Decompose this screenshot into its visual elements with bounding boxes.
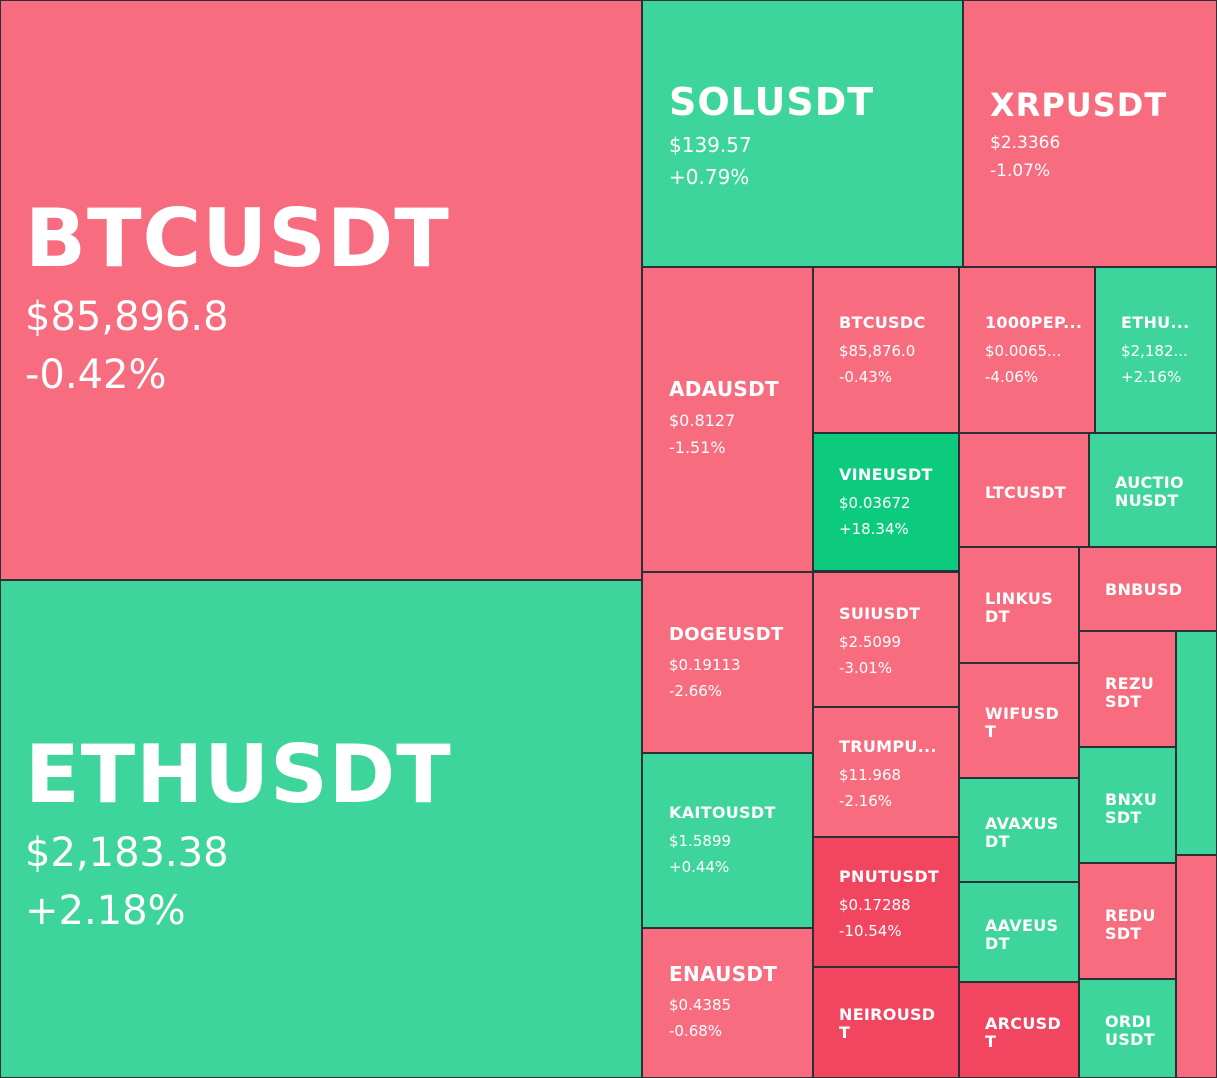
tile-ltcusdt[interactable]: LTCUSDT	[959, 433, 1089, 547]
tile-symbol: SOLUSDT	[669, 80, 875, 124]
tile-change: +2.18%	[25, 888, 186, 934]
tile-change: -1.51%	[669, 438, 726, 458]
tile-symbol: ARCUSD T	[985, 1014, 1062, 1052]
tile-price: $0.19113	[669, 655, 741, 674]
tile-solusdt[interactable]: SOLUSDT $139.57 +0.79%	[642, 0, 963, 267]
tile-symbol: LINKUS DT	[985, 589, 1053, 627]
tile-symbol: AUCTIO NUSDT	[1115, 473, 1184, 511]
tile-symbol: VINEUSDT	[839, 465, 933, 484]
tile-change: -2.66%	[669, 681, 723, 700]
tile-price: $0.8127	[669, 411, 736, 430]
tile-wifusdt[interactable]: WIFUSD T	[959, 663, 1079, 778]
tile-change: +0.44%	[669, 858, 730, 877]
tile-price: $0.17288	[839, 896, 911, 915]
tile-change: -3.01%	[839, 659, 893, 678]
tile-btcusdc[interactable]: BTCUSDC $85,876.0 -0.43%	[813, 267, 959, 433]
tile-adausdt[interactable]: ADAUSDT $0.8127 -1.51%	[642, 267, 813, 572]
tile-auctionusdt[interactable]: AUCTIO NUSDT	[1089, 433, 1217, 547]
tile-btcusdt[interactable]: BTCUSDT $85,896.8 -0.42%	[0, 0, 642, 580]
tile-change: -0.43%	[839, 368, 893, 387]
tile-unlabeled-16[interactable]	[1176, 631, 1217, 855]
tile-price: $11.968	[839, 766, 902, 785]
tile-symbol: LTCUSDT	[985, 483, 1067, 502]
tile-change: -0.68%	[669, 1022, 723, 1040]
tile-price: $139.57	[669, 132, 752, 157]
tile-symbol: BTCUSDT	[25, 192, 450, 285]
tile-symbol: BNBUSD	[1105, 580, 1183, 599]
tile-change: -2.16%	[839, 792, 893, 811]
tile-price: $85,896.8	[25, 294, 229, 340]
tile-change: -10.54%	[839, 922, 902, 941]
tile-vineusdt[interactable]: VINEUSDT $0.03672 +18.34%	[813, 433, 959, 571]
tile-symbol: AVAXUS DT	[985, 814, 1059, 852]
tile-unlabeled-23[interactable]	[1176, 855, 1217, 1078]
tile-symbol: KAITOUSDT	[669, 803, 776, 822]
tile-change: +2.16%	[1121, 368, 1182, 387]
tile-aaveusdt[interactable]: AAVEUS DT	[959, 882, 1079, 982]
tile-bnxusdt[interactable]: BNXU SDT	[1079, 747, 1176, 863]
tile-price: $2.5099	[839, 633, 902, 652]
tile-1000pep[interactable]: 1000PEP... $0.0065... -4.06%	[959, 267, 1095, 433]
tile-change: +18.34%	[839, 520, 909, 539]
tile-change: +0.79%	[669, 164, 750, 189]
tile-symbol: ADAUSDT	[669, 377, 779, 401]
tile-ethu[interactable]: ETHU... $2,182... +2.16%	[1095, 267, 1217, 433]
tile-dogeusdt[interactable]: DOGEUSDT $0.19113 -2.66%	[642, 572, 813, 753]
tile-symbol: ETHUSDT	[25, 728, 452, 821]
tile-symbol: REDU SDT	[1105, 906, 1156, 944]
tile-symbol: REZU SDT	[1105, 674, 1155, 712]
tile-price: $2.3366	[990, 132, 1061, 153]
tile-xrpusdt[interactable]: XRPUSDT $2.3366 -1.07%	[963, 0, 1217, 267]
tile-trumpu[interactable]: TRUMPU... $11.968 -2.16%	[813, 707, 959, 837]
tile-symbol: NEIROUSD T	[839, 1005, 936, 1043]
tile-arcusdt[interactable]: ARCUSD T	[959, 982, 1079, 1078]
tile-bnbusd[interactable]: BNBUSD	[1079, 547, 1217, 631]
tile-avaxusdt[interactable]: AVAXUS DT	[959, 778, 1079, 882]
tile-change: -0.42%	[25, 352, 167, 398]
tile-ordiusdt[interactable]: ORDI USDT	[1079, 979, 1176, 1078]
tile-symbol: AAVEUS DT	[985, 916, 1059, 954]
tile-symbol: ORDI USDT	[1105, 1012, 1155, 1050]
tile-price: $0.0065...	[985, 342, 1062, 361]
tile-symbol: WIFUSD T	[985, 704, 1060, 742]
tile-linkusdt[interactable]: LINKUS DT	[959, 547, 1079, 663]
tile-rezusdt[interactable]: REZU SDT	[1079, 631, 1176, 747]
tile-symbol: ETHU...	[1121, 313, 1190, 332]
tile-kaitousdt[interactable]: KAITOUSDT $1.5899 +0.44%	[642, 753, 813, 928]
tile-ethusdt[interactable]: ETHUSDT $2,183.38 +2.18%	[0, 580, 642, 1078]
tile-suiusdt[interactable]: SUIUSDT $2.5099 -3.01%	[813, 572, 959, 707]
tile-price: $0.4385	[669, 996, 732, 1014]
tile-change: -4.06%	[985, 368, 1039, 387]
tile-symbol: SUIUSDT	[839, 604, 921, 623]
tile-symbol: DOGEUSDT	[669, 624, 784, 645]
tile-neirousdt[interactable]: NEIROUSD T	[813, 967, 959, 1078]
tile-price: $0.03672	[839, 494, 911, 513]
tile-price: $1.5899	[669, 832, 732, 851]
tile-symbol: ENAUSDT	[669, 962, 778, 986]
tile-symbol: BNXU SDT	[1105, 790, 1158, 828]
tile-price: $2,182...	[1121, 342, 1188, 361]
tile-symbol: PNUTUSDT	[839, 867, 940, 886]
tile-price: $2,183.38	[25, 830, 229, 876]
tile-symbol: XRPUSDT	[990, 86, 1168, 124]
tile-symbol: 1000PEP...	[985, 313, 1083, 332]
tile-pnutusdt[interactable]: PNUTUSDT $0.17288 -10.54%	[813, 837, 959, 967]
tile-price: $85,876.0	[839, 342, 916, 361]
tile-change: -1.07%	[990, 161, 1051, 181]
tile-enausdt[interactable]: ENAUSDT $0.4385 -0.68%	[642, 928, 813, 1078]
tile-redusdt[interactable]: REDU SDT	[1079, 863, 1176, 979]
tile-symbol: TRUMPU...	[839, 737, 937, 756]
tile-symbol: BTCUSDC	[839, 313, 926, 332]
